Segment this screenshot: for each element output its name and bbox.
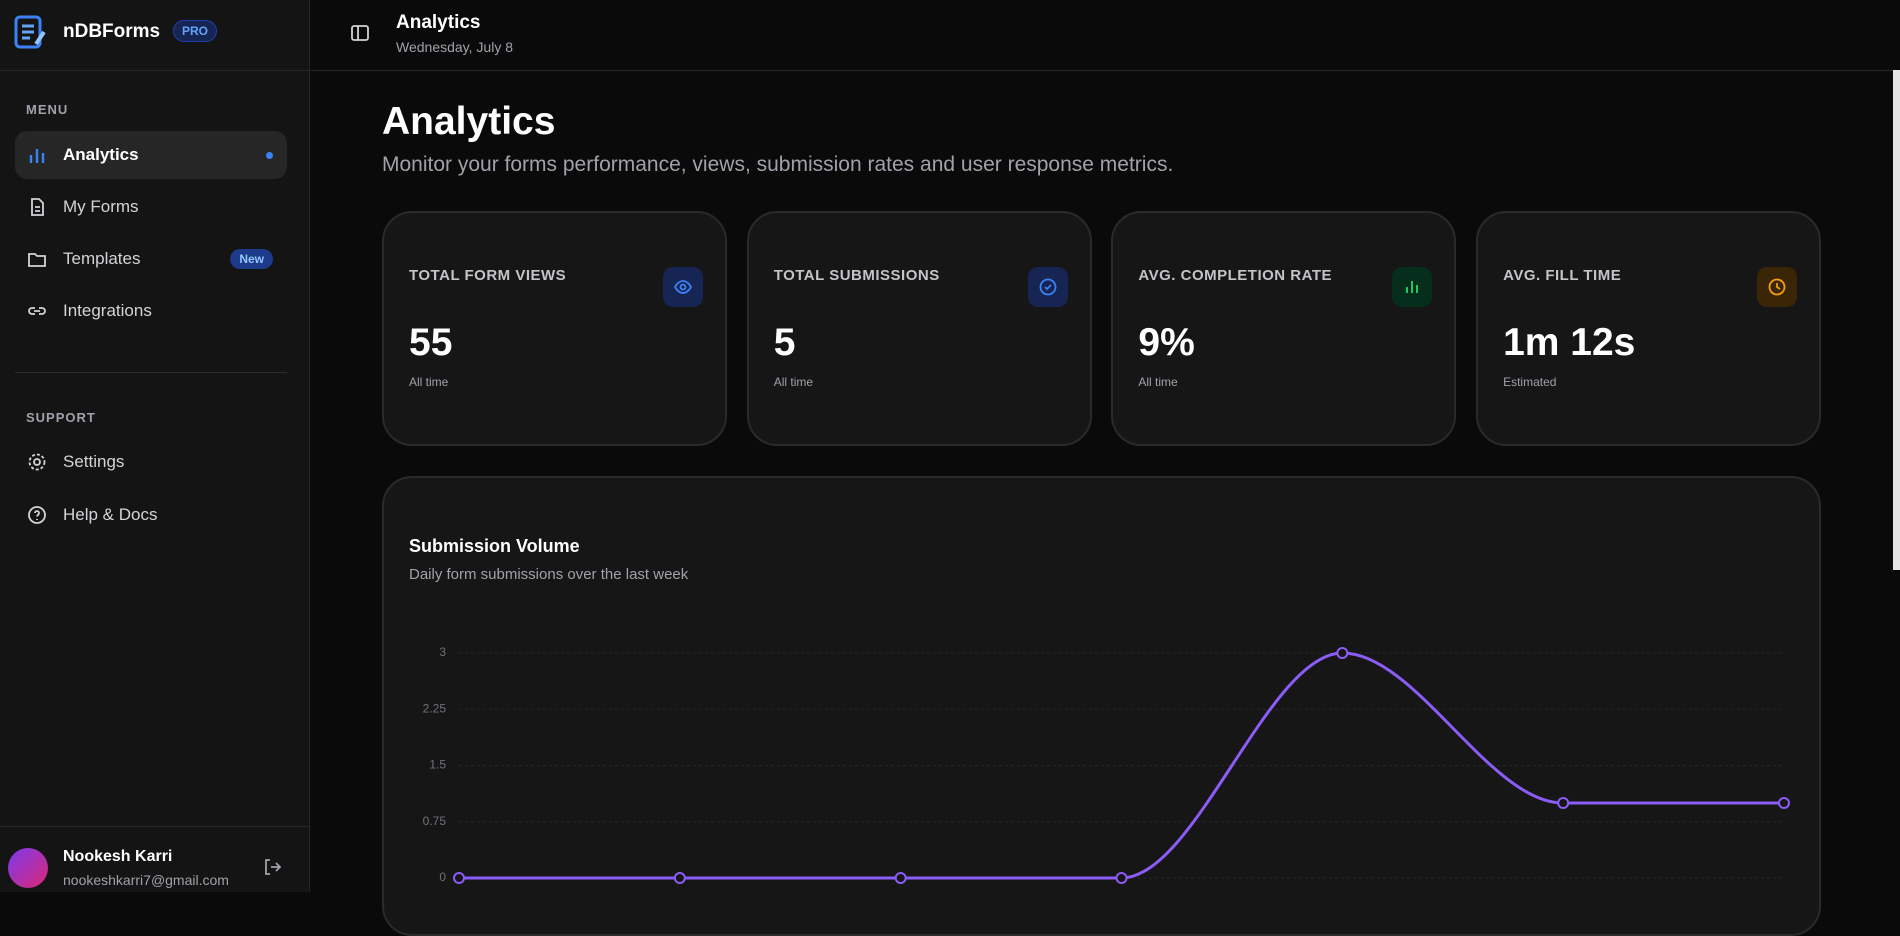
stat-icon: [1757, 267, 1798, 307]
icon: [28, 453, 46, 471]
icon: [1039, 278, 1057, 296]
nav-item[interactable]: Settings: [15, 438, 287, 486]
nav-item[interactable]: Analytics: [15, 131, 287, 179]
user-name: Nookesh Karri: [63, 848, 173, 865]
support-title: SUPPORT: [26, 410, 96, 425]
icon: [29, 149, 45, 163]
icon: [28, 307, 46, 315]
y-tick-label: 2.25: [423, 701, 447, 715]
chart: 0 0.75 1.5 2.25 3: [423, 645, 1790, 884]
brand-name: nDBForms: [63, 21, 161, 42]
stat-label: AVG. FILL TIME: [1503, 267, 1622, 284]
point: [894, 872, 907, 884]
nav-item[interactable]: Integrations: [15, 287, 287, 335]
pro-badge: PRO: [173, 20, 218, 42]
nav-label: Analytics: [63, 145, 139, 164]
stat-card: TOTAL FORM VIEWS 55 All time: [382, 211, 727, 446]
divider: [15, 372, 287, 373]
logo: [14, 15, 46, 49]
avatar: [8, 848, 48, 888]
point: [1115, 872, 1128, 884]
icon: [1768, 278, 1786, 296]
stat-value: 1m 12s: [1503, 321, 1636, 364]
nav-item[interactable]: My Forms: [15, 183, 287, 231]
nav-label: Help & Docs: [63, 505, 158, 524]
stat-card: AVG. FILL TIME 1m 12s Estimated: [1476, 211, 1822, 446]
point: [1557, 797, 1570, 809]
stat-icon: [663, 267, 703, 307]
chart-title: Submission Volume: [409, 536, 580, 556]
stat-value: 55: [409, 321, 453, 364]
sidebar: nDBForms PRO MENU Analytics My Forms Tem…: [0, 0, 310, 892]
stat-card: TOTAL SUBMISSIONS 5 All time: [746, 211, 1092, 446]
stat-icon: [1392, 267, 1433, 307]
icon: [31, 198, 44, 216]
stat-icon: [1027, 267, 1068, 307]
new-badge: New: [230, 249, 273, 269]
y-tick-label: 1.5: [429, 758, 446, 772]
divider: [0, 70, 310, 71]
stat-note: All time: [773, 375, 814, 389]
chart-card: Submission Volume Daily form submissions…: [382, 476, 1821, 936]
stat-note: All time: [409, 375, 449, 389]
icon: [1406, 281, 1419, 293]
point: [1778, 797, 1790, 809]
nav-label: Settings: [63, 452, 125, 471]
stat-label: AVG. COMPLETION RATE: [1138, 267, 1333, 284]
topbar-title: Analytics: [396, 12, 481, 33]
topbar: Analytics Wednesday, July 8: [310, 0, 1900, 71]
icon: [28, 253, 46, 267]
y-tick-label: 0: [439, 870, 446, 884]
topbar-date: Wednesday, July 8: [396, 39, 513, 55]
nav-label: Integrations: [63, 301, 152, 320]
y-tick-label: 3: [439, 645, 446, 659]
stat-label: TOTAL SUBMISSIONS: [773, 267, 940, 284]
chart-subtitle: Daily form submissions over the last wee…: [409, 566, 689, 583]
stat-card: AVG. COMPLETION RATE 9% All time: [1111, 211, 1457, 446]
nav-label: Templates: [63, 249, 141, 268]
user-email: nookeshkarri7@gmail.com: [63, 872, 229, 888]
point: [1336, 647, 1349, 659]
stat-label: TOTAL FORM VIEWS: [409, 267, 567, 284]
page-title: Analytics: [382, 100, 556, 143]
sidebar-toggle[interactable]: [350, 23, 370, 43]
stat-note: Estimated: [1503, 375, 1557, 389]
scrollbar: [1893, 70, 1900, 570]
menu-title: MENU: [26, 102, 69, 117]
divider: [0, 826, 310, 827]
page-subtitle: Monitor your forms performance, views, s…: [382, 153, 1174, 176]
icon: [673, 280, 693, 294]
nav-item[interactable]: Templates New: [15, 235, 287, 283]
nav-item[interactable]: Help & Docs: [15, 491, 287, 539]
icon: [28, 506, 46, 524]
stat-value: 5: [773, 321, 796, 364]
nav-label: My Forms: [63, 197, 139, 216]
y-tick-label: 0.75: [423, 814, 447, 828]
stat-note: All time: [1138, 375, 1178, 389]
point: [673, 872, 686, 884]
logout-button[interactable]: [262, 857, 282, 877]
stat-value: 9%: [1138, 321, 1195, 364]
active-dot: [266, 151, 273, 159]
point: [453, 872, 465, 884]
